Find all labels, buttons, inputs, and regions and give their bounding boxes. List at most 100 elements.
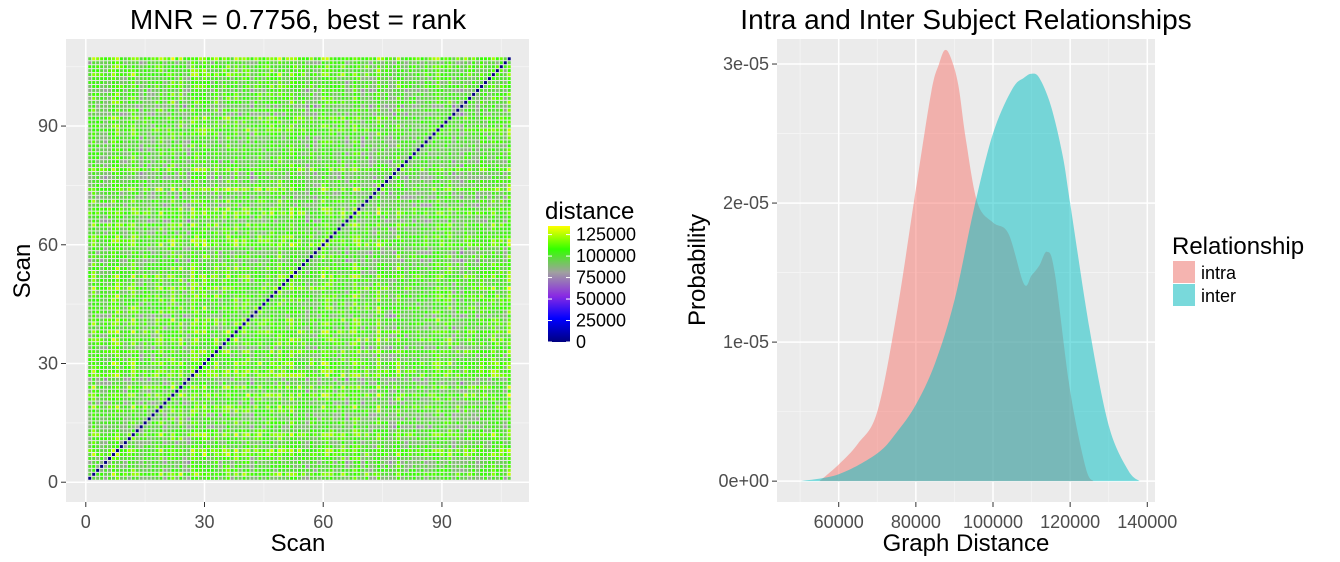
heatmap-cell — [258, 263, 262, 267]
heatmap-cell — [242, 207, 246, 211]
heatmap-cell — [262, 365, 266, 369]
heatmap-cell — [100, 421, 104, 425]
heatmap-cell — [131, 100, 135, 104]
heatmap-cell — [104, 168, 108, 172]
heatmap-cell — [210, 124, 214, 128]
heatmap-cell — [210, 441, 214, 445]
heatmap-cell — [96, 453, 100, 456]
heatmap-cell — [119, 168, 123, 172]
heatmap-cell — [104, 61, 108, 65]
heatmap-cell — [262, 57, 266, 61]
heatmap-cell — [222, 191, 226, 195]
heatmap-cell — [199, 409, 203, 413]
heatmap-cell — [210, 176, 214, 179]
heatmap-cell — [214, 437, 218, 441]
heatmap-cell — [175, 318, 179, 322]
heatmap-cell — [155, 124, 159, 128]
heatmap-cell — [108, 405, 112, 409]
heatmap-cell — [115, 373, 119, 377]
heatmap-cell — [262, 322, 266, 326]
heatmap-cell — [175, 302, 179, 306]
heatmap-cell — [155, 413, 159, 417]
heatmap-cell — [266, 116, 270, 120]
heatmap-cell — [163, 187, 167, 191]
heatmap-cell — [171, 223, 175, 227]
heatmap-cell — [254, 377, 258, 381]
heatmap-cell — [88, 437, 92, 441]
heatmap-cell — [88, 96, 92, 100]
heatmap-cell — [254, 421, 258, 425]
heatmap-cell — [254, 187, 258, 191]
heatmap-cell — [206, 132, 210, 136]
heatmap-cell — [214, 445, 218, 449]
heatmap-cell — [159, 227, 163, 231]
heatmap-cell — [214, 405, 218, 409]
heatmap-cell — [266, 445, 270, 449]
heatmap-cell — [187, 290, 191, 294]
heatmap-cell — [92, 96, 96, 100]
heatmap-cell — [230, 263, 234, 267]
heatmap-cell — [135, 377, 139, 381]
heatmap-cell — [242, 274, 246, 278]
heatmap-cell — [143, 132, 147, 136]
heatmap-cell — [96, 57, 100, 61]
heatmap-cell — [238, 199, 242, 203]
heatmap-cell — [143, 302, 147, 306]
heatmap-cell — [147, 183, 151, 187]
heatmap-cell — [92, 73, 96, 77]
heatmap-cell — [242, 472, 246, 476]
heatmap-cell — [175, 211, 179, 215]
heatmap-cell — [123, 243, 127, 247]
heatmap-cell — [195, 108, 199, 112]
heatmap-cell — [104, 369, 108, 373]
heatmap-cell — [112, 330, 115, 334]
heatmap-cell — [258, 429, 262, 433]
heatmap-cell — [246, 124, 250, 128]
heatmap-cell — [88, 409, 92, 413]
heatmap-cell — [123, 421, 127, 425]
heatmap-cell — [147, 464, 151, 468]
heatmap-cell — [96, 401, 100, 405]
heatmap-cell — [104, 362, 108, 365]
heatmap-cell — [270, 259, 274, 263]
heatmap-cell — [88, 350, 92, 354]
heatmap-cell — [92, 203, 96, 207]
heatmap-cell — [230, 342, 234, 346]
heatmap-cell — [143, 456, 147, 460]
heatmap-cell — [163, 81, 167, 85]
heatmap-cell — [262, 476, 266, 480]
heatmap-cell — [191, 144, 195, 148]
heatmap-cell — [199, 255, 203, 259]
heatmap-cell — [179, 453, 183, 456]
heatmap-cell — [266, 160, 270, 164]
heatmap-cell — [88, 274, 92, 278]
heatmap-cell — [199, 247, 203, 251]
heatmap-cell — [123, 176, 127, 179]
heatmap-cell — [115, 176, 119, 179]
heatmap-cell — [187, 441, 191, 445]
heatmap-cell — [242, 251, 246, 255]
heatmap-cell — [206, 314, 210, 318]
heatmap-cell — [88, 441, 92, 445]
heatmap-cell — [183, 389, 187, 393]
heatmap-cell — [199, 362, 203, 365]
heatmap-cell — [127, 314, 131, 318]
heatmap-cell — [199, 199, 203, 203]
heatmap-cell — [96, 342, 100, 346]
heatmap-cell — [143, 290, 147, 294]
heatmap-cell — [246, 148, 250, 152]
heatmap-cell — [234, 338, 238, 342]
heatmap-cell — [246, 132, 250, 136]
heatmap-cell — [163, 247, 167, 251]
heatmap-cell — [183, 409, 187, 413]
heatmap-cell — [206, 179, 210, 183]
heatmap-cell — [104, 148, 108, 152]
heatmap-cell — [175, 342, 179, 346]
heatmap-cell — [191, 401, 195, 405]
heatmap-cell — [187, 338, 191, 342]
heatmap-cell — [230, 298, 234, 302]
heatmap-cell — [183, 318, 187, 322]
heatmap-cell — [191, 290, 195, 294]
heatmap-cell — [167, 57, 171, 61]
heatmap-cell — [139, 421, 143, 425]
